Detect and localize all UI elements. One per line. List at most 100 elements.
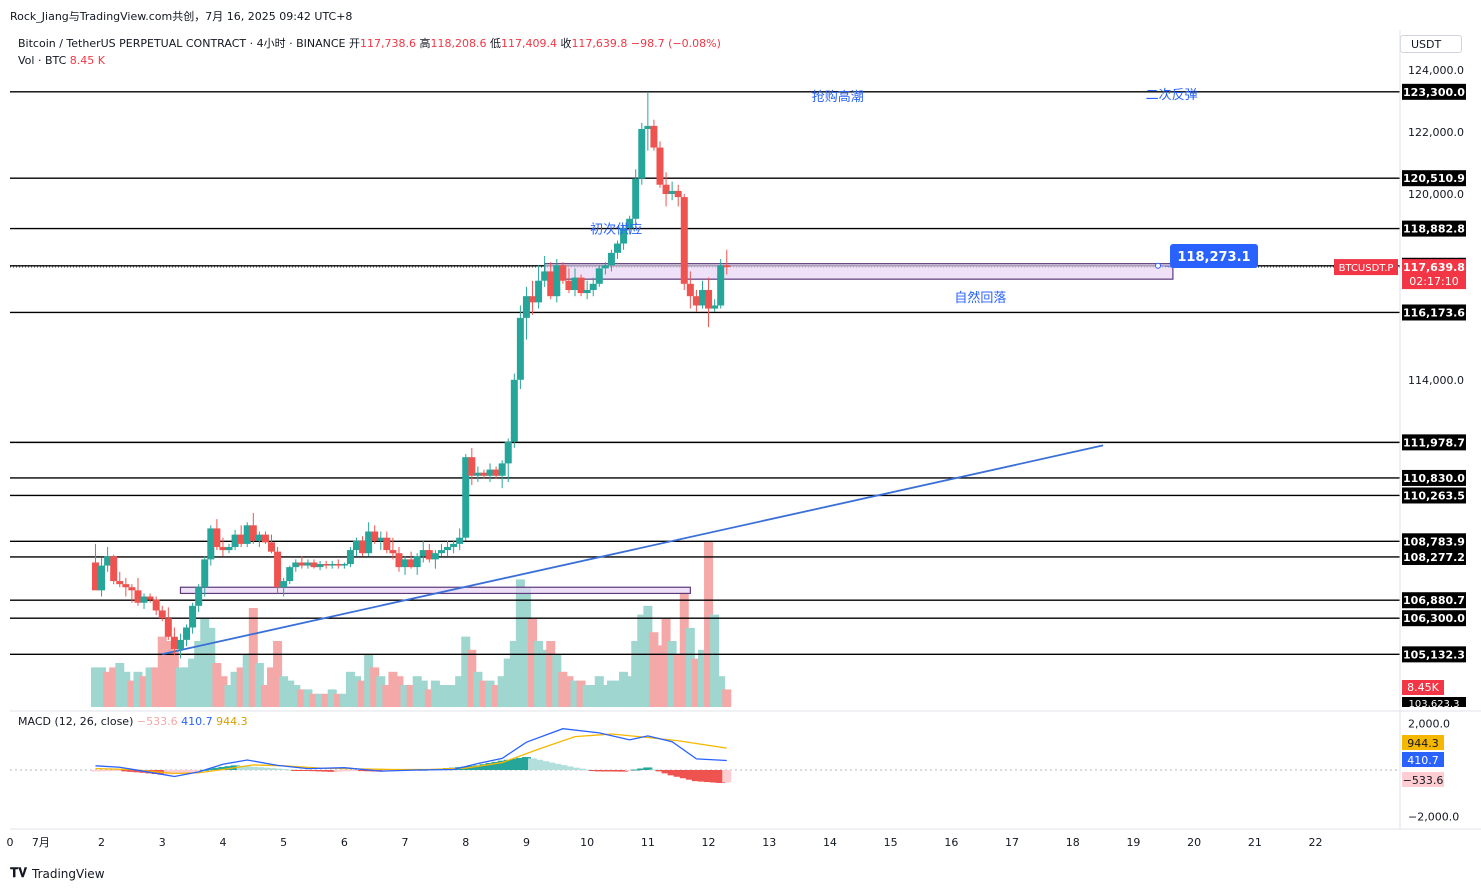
volume-bar	[351, 676, 361, 707]
macd-hist-bar	[218, 766, 228, 770]
volume-bar	[169, 649, 179, 707]
volume-bar	[339, 693, 349, 707]
macd-hist-bar	[339, 770, 349, 772]
macd-hist-bar	[570, 767, 580, 770]
candle-body	[437, 550, 445, 554]
symbol-title[interactable]: Bitcoin / TetherUS PERPETUAL CONTRACT · …	[18, 37, 346, 50]
high-label: 高	[419, 37, 431, 50]
macd-hist-bar	[315, 770, 325, 772]
macd-hist-bar	[248, 766, 258, 770]
footer-brand[interactable]: 𝐓𝐕 TradingView	[10, 866, 105, 881]
macd-hist-bar	[364, 770, 374, 772]
level-price-tag	[1402, 487, 1466, 504]
macd-hist-bar	[230, 765, 240, 770]
level-price-tag	[1402, 304, 1466, 321]
candle-body	[535, 280, 543, 303]
macd-hist-bar	[345, 770, 355, 772]
volume-bar	[279, 676, 289, 707]
time-tick-label: 5	[280, 836, 287, 849]
volume-bar	[115, 663, 125, 707]
candle-body	[304, 562, 312, 566]
trend-line	[162, 444, 1104, 656]
volume-bar	[479, 680, 489, 707]
macd-value-tag	[1402, 772, 1444, 787]
footer-brand-label: TradingView	[32, 866, 105, 881]
macd-hist-bar	[667, 770, 677, 776]
volume-bar	[564, 676, 574, 707]
volume-bar	[588, 685, 598, 707]
candle-body	[559, 265, 567, 281]
candle-body	[371, 531, 379, 541]
time-tick-label: 3	[159, 836, 166, 849]
level-price-label: 108,277.2	[1403, 551, 1465, 564]
macd-value-tag	[1402, 752, 1444, 767]
level-price-tag	[1402, 469, 1466, 486]
macd-hist-bar	[103, 770, 113, 772]
symbol-label: BTCUSDT.P	[1339, 263, 1394, 274]
volume-bar	[661, 619, 671, 707]
close-value: 117,639.8	[571, 37, 628, 50]
candle-body	[674, 190, 682, 198]
volume-bar	[691, 658, 701, 707]
macd-hist-bar	[443, 768, 453, 770]
partial-price-tag	[1402, 697, 1466, 707]
currency-selector[interactable]: USDT	[1400, 35, 1462, 53]
last-price-tag	[1402, 259, 1466, 290]
symbol-info: Bitcoin / TetherUS PERPETUAL CONTRACT · …	[18, 35, 721, 69]
level-price-label: 106,300.0	[1403, 612, 1465, 625]
volume-label[interactable]: Vol · BTC	[18, 54, 67, 67]
level-price-tag	[1402, 646, 1466, 663]
candle-body	[668, 190, 676, 195]
candle-body	[225, 546, 233, 551]
macd-hist-bar	[661, 770, 671, 774]
volume-bar	[206, 627, 216, 707]
volume-bar	[163, 641, 173, 707]
volume-bar	[528, 619, 538, 707]
candle-body	[662, 184, 670, 195]
candle-body	[310, 562, 318, 568]
volume-bar	[412, 676, 422, 707]
volume-bar	[613, 680, 622, 707]
macd-hist-bar	[406, 770, 416, 771]
candle-body	[632, 178, 640, 219]
macd-hist-bar	[515, 757, 525, 770]
candle-body	[286, 567, 294, 582]
candle-body	[134, 590, 142, 603]
macd-value-label: 944.3	[1407, 737, 1439, 750]
candle-body	[504, 441, 512, 464]
level-price-tag	[1402, 548, 1466, 565]
volume-bar	[230, 671, 240, 707]
open-label: 开	[348, 37, 360, 50]
zone-rect	[179, 586, 691, 595]
macd-hist-bar	[157, 770, 167, 775]
candle-body	[274, 551, 282, 588]
macd-hist-bar	[436, 768, 446, 770]
volume-bar	[570, 680, 580, 707]
macd-legend[interactable]: MACD (12, 26, close) −533.6 410.7 944.3	[18, 715, 248, 728]
volume-bar	[473, 671, 483, 707]
volume-bar	[121, 671, 131, 707]
volume-bar	[254, 663, 264, 707]
volume-bar	[218, 676, 228, 707]
volume-bar	[716, 676, 726, 707]
volume-bar	[497, 676, 507, 707]
volume-bar	[97, 667, 107, 707]
time-tick-label: 11	[641, 836, 655, 849]
volume-bar	[90, 667, 100, 707]
macd-value-label: −533.6	[1403, 774, 1444, 787]
partial-price-label: 103,623.3	[1409, 699, 1460, 710]
macd-hist-bar	[691, 770, 701, 782]
time-tick-label: 18	[1066, 836, 1080, 849]
volume-bar	[127, 680, 137, 707]
price-axis: 123,300.0 120,510.9 118,882.8 117,682.4 116,…	[1334, 64, 1466, 823]
macd-hist-bar	[285, 769, 295, 771]
level-price-label: 111,978.7	[1403, 436, 1465, 449]
macd-hist-bar	[400, 770, 410, 771]
macd-hist-bar	[327, 770, 337, 772]
time-tick-label: 6	[341, 836, 348, 849]
macd-hist-value: −533.6	[136, 715, 178, 728]
macd-line	[95, 728, 727, 778]
volume-bar	[388, 671, 398, 707]
candle-body	[110, 556, 118, 582]
